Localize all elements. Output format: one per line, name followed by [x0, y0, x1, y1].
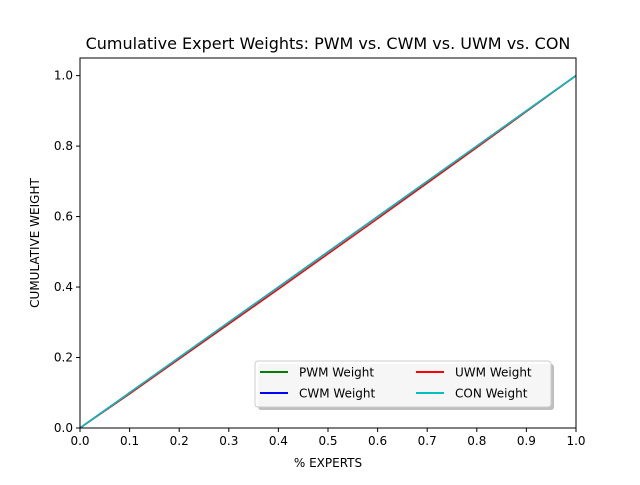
legend: PWM Weight CWM Weight UWM Weight CON Weight — [254, 360, 554, 410]
x-tick-label: 0.8 — [467, 434, 486, 448]
legend-items: PWM Weight CWM Weight UWM Weight CON Weight — [260, 366, 532, 401]
y-tick-label: 0.2 — [54, 351, 73, 365]
x-axis-label: % EXPERTS — [294, 456, 362, 470]
x-tick-label: 0.0 — [70, 434, 89, 448]
plot-lines — [79, 75, 577, 429]
y-tick-label: 0.8 — [54, 139, 73, 153]
x-tick-label: 0.1 — [120, 434, 139, 448]
x-tick-label: 0.6 — [368, 434, 387, 448]
legend-label-uwm-weight: UWM Weight — [455, 366, 532, 380]
legend-label-cwm-weight: CWM Weight — [299, 387, 376, 401]
series-line-con-weight — [79, 75, 577, 429]
chart-title: Cumulative Expert Weights: PWM vs. CWM v… — [86, 34, 571, 53]
x-tick-label: 0.7 — [418, 434, 437, 448]
x-tick-label: 0.5 — [318, 434, 337, 448]
legend-label-pwm-weight: PWM Weight — [299, 366, 374, 380]
legend-label-con-weight: CON Weight — [455, 387, 528, 401]
x-tick-label: 0.3 — [219, 434, 238, 448]
x-axis-ticks: 0.0 0.1 0.2 0.3 0.4 0.5 0.6 0.7 0.8 0.9 1.0 — [70, 428, 586, 448]
y-tick-label: 0.6 — [54, 210, 73, 224]
x-tick-label: 1.0 — [566, 434, 585, 448]
series-line-uwm-weight — [79, 75, 577, 429]
x-tick-label: 0.4 — [269, 434, 288, 448]
legend-box — [254, 360, 552, 408]
y-axis-label: CUMULATIVE WEIGHT — [28, 178, 42, 308]
y-tick-label: 0.4 — [54, 280, 73, 294]
y-tick-label: 0.0 — [54, 421, 73, 435]
y-tick-label: 1.0 — [54, 69, 73, 83]
y-axis-ticks: 0.0 0.2 0.4 0.6 0.8 1.0 — [54, 69, 80, 435]
x-tick-label: 0.9 — [517, 434, 536, 448]
x-tick-label: 0.2 — [170, 434, 189, 448]
